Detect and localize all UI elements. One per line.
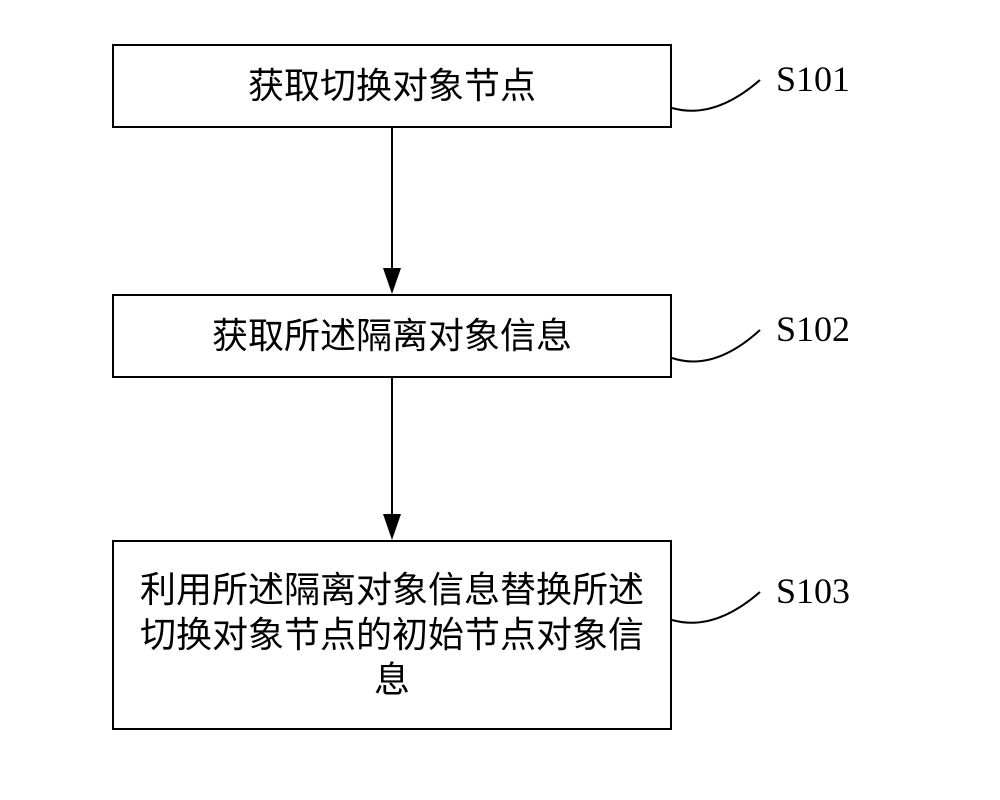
flow-node-text: 利用所述隔离对象信息替换所述 切换对象节点的初始节点对象信 息 xyxy=(140,568,644,703)
flow-node-s102: 获取所述隔离对象信息 xyxy=(112,294,672,378)
step-label-s102: S102 xyxy=(776,308,850,350)
flowchart-canvas: 获取切换对象节点 S101 获取所述隔离对象信息 S102 利用所述隔离对象信息替换所述… xyxy=(0,0,1000,800)
flow-node-s103: 利用所述隔离对象信息替换所述 切换对象节点的初始节点对象信 息 xyxy=(112,540,672,730)
arrow-s102-to-s103 xyxy=(372,378,412,540)
flow-node-text: 获取所述隔离对象信息 xyxy=(212,314,572,359)
arrow-s101-to-s102 xyxy=(372,128,412,294)
flow-node-text: 获取切换对象节点 xyxy=(248,64,536,109)
step-label-s103: S103 xyxy=(776,570,850,612)
step-label-s101: S101 xyxy=(776,58,850,100)
flow-node-s101: 获取切换对象节点 xyxy=(112,44,672,128)
